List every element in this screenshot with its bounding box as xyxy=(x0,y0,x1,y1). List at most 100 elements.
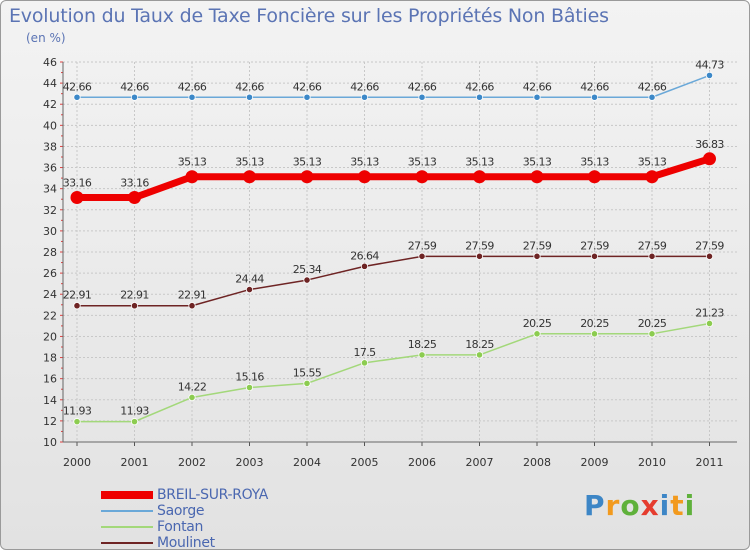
data-label-fontan: 20.25 xyxy=(523,317,552,330)
data-label-moulinet: 27.59 xyxy=(523,239,552,252)
data-label-saorge: 42.66 xyxy=(63,80,92,93)
data-point-breil-sur-roya xyxy=(185,170,199,184)
data-point-breil-sur-roya xyxy=(645,170,659,184)
y-tick-label: 22 xyxy=(43,309,57,322)
x-tick-label: 2007 xyxy=(466,456,494,469)
logo-letter: P xyxy=(584,489,606,522)
data-label-breil-sur-roya: 35.13 xyxy=(580,156,609,169)
data-point-saorge xyxy=(418,93,426,101)
legend-label-saorge: Saorge xyxy=(157,503,205,519)
y-tick-label: 46 xyxy=(43,56,57,69)
data-label-moulinet: 24.44 xyxy=(235,273,264,286)
data-point-breil-sur-roya xyxy=(415,170,429,184)
x-tick-label: 2002 xyxy=(178,456,206,469)
data-label-fontan: 18.25 xyxy=(408,338,437,351)
data-point-moulinet xyxy=(705,252,714,260)
data-label-saorge: 42.66 xyxy=(580,80,609,93)
data-point-saorge xyxy=(705,71,714,80)
x-tick-label: 2005 xyxy=(351,456,379,469)
unit-label: (en %) xyxy=(26,31,66,45)
x-tick-label: 2000 xyxy=(63,456,91,469)
data-point-breil-sur-roya xyxy=(300,170,314,184)
x-tick-label: 2008 xyxy=(523,456,551,469)
data-label-breil-sur-roya: 35.13 xyxy=(178,156,207,169)
data-point-fontan xyxy=(533,330,541,338)
data-point-breil-sur-roya xyxy=(703,152,716,166)
x-tick-label: 2001 xyxy=(121,456,149,469)
data-label-fontan: 14.22 xyxy=(178,380,207,393)
data-label-moulinet: 27.59 xyxy=(580,239,609,252)
data-point-saorge xyxy=(130,93,139,101)
data-point-breil-sur-roya xyxy=(243,170,256,184)
data-point-saorge xyxy=(648,93,656,101)
data-point-saorge xyxy=(303,93,311,101)
data-label-fontan: 20.25 xyxy=(580,317,609,330)
logo-letter: x xyxy=(640,489,660,522)
data-point-moulinet xyxy=(245,285,254,294)
data-point-fontan xyxy=(475,351,484,359)
x-tick-label: 2009 xyxy=(581,456,609,469)
legend-label-breil: BREIL-SUR-ROYA xyxy=(157,487,269,503)
data-label-saorge: 42.66 xyxy=(465,80,494,93)
series-line-breil-sur-roya xyxy=(77,155,711,202)
y-tick-label: 40 xyxy=(43,119,57,132)
y-tick-label: 34 xyxy=(43,183,57,196)
data-label-breil-sur-roya: 35.13 xyxy=(408,156,437,169)
data-point-fontan xyxy=(245,383,254,392)
data-label-saorge: 44.73 xyxy=(695,58,724,71)
logo-letter: o xyxy=(620,489,641,522)
y-tick-label: 36 xyxy=(43,162,57,175)
data-label-fontan: 15.55 xyxy=(293,366,322,379)
data-point-fontan xyxy=(705,319,714,328)
x-tick-label: 2011 xyxy=(696,456,724,469)
data-point-breil-sur-roya xyxy=(358,170,371,184)
data-point-fontan xyxy=(360,359,369,367)
legend-label-moulinet: Moulinet xyxy=(157,535,215,551)
data-label-breil-sur-roya: 35.13 xyxy=(350,156,379,169)
y-tick-label: 10 xyxy=(43,436,57,449)
data-label-saorge: 42.66 xyxy=(408,80,437,93)
data-point-saorge xyxy=(360,93,369,101)
data-label-fontan: 11.93 xyxy=(63,405,92,418)
data-label-saorge: 42.66 xyxy=(235,80,264,93)
data-point-fontan xyxy=(73,418,81,426)
data-label-fontan: 17.5 xyxy=(353,346,376,359)
logo-letter: i xyxy=(659,489,671,522)
data-point-moulinet xyxy=(418,252,426,260)
proxiti-logo: Proxiti xyxy=(584,489,695,522)
series-line-saorge xyxy=(77,74,710,99)
data-point-moulinet xyxy=(533,252,541,260)
data-label-saorge: 42.66 xyxy=(638,80,667,93)
y-tick-label: 32 xyxy=(43,204,57,217)
y-tick-label: 20 xyxy=(43,330,57,343)
data-label-moulinet: 27.59 xyxy=(695,239,724,252)
data-point-saorge xyxy=(533,93,541,101)
data-label-moulinet: 27.59 xyxy=(638,239,667,252)
y-tick-label: 14 xyxy=(43,394,57,407)
logo-letter: t xyxy=(670,489,685,522)
data-label-breil-sur-roya: 35.13 xyxy=(638,156,667,169)
series-line-moulinet xyxy=(77,255,710,307)
data-label-saorge: 42.66 xyxy=(178,80,207,93)
data-point-breil-sur-roya xyxy=(128,191,141,205)
data-label-moulinet: 27.59 xyxy=(465,239,494,252)
data-label-fontan: 15.16 xyxy=(235,371,264,384)
y-tick-label: 30 xyxy=(43,225,57,238)
data-label-moulinet: 26.64 xyxy=(350,249,379,262)
data-label-moulinet: 22.91 xyxy=(120,289,149,302)
data-label-breil-sur-roya: 35.13 xyxy=(235,156,264,169)
legend-swatch-saorge xyxy=(101,510,153,512)
data-label-fontan: 21.23 xyxy=(695,306,724,319)
y-tick-label: 12 xyxy=(43,415,57,428)
x-tick-label: 2010 xyxy=(638,456,666,469)
data-point-breil-sur-roya xyxy=(588,170,601,184)
x-tick-label: 2006 xyxy=(408,456,436,469)
y-tick-label: 28 xyxy=(43,246,57,259)
data-point-saorge xyxy=(245,93,254,101)
data-label-fontan: 11.93 xyxy=(120,405,149,418)
legend-label-fontan: Fontan xyxy=(157,519,204,535)
y-tick-label: 18 xyxy=(43,352,57,365)
data-label-moulinet: 22.91 xyxy=(178,289,207,302)
